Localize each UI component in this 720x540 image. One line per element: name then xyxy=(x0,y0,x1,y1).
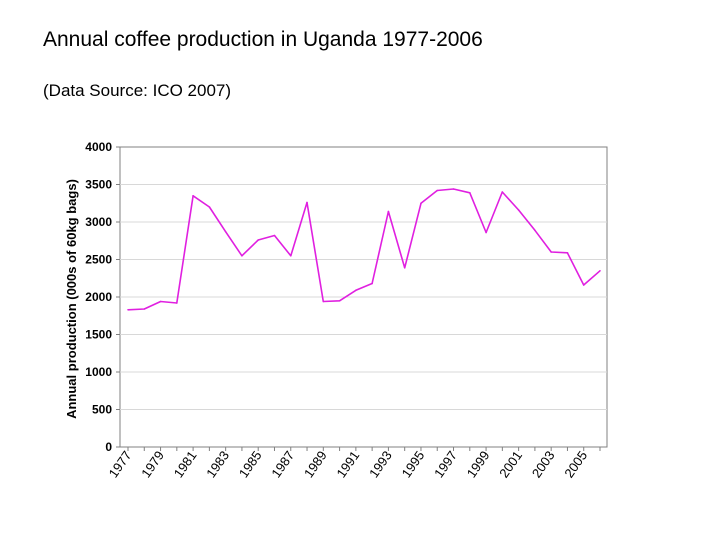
data-point xyxy=(566,251,569,254)
data-point xyxy=(355,289,357,292)
data-point xyxy=(420,202,422,205)
data-point xyxy=(468,191,471,194)
x-tick-label: 2003 xyxy=(529,448,558,480)
x-tick-label: 1983 xyxy=(203,448,232,480)
data-point xyxy=(322,300,325,303)
data-point xyxy=(371,282,373,285)
x-tick-label: 1993 xyxy=(366,448,395,480)
data-point xyxy=(452,188,455,190)
data-point xyxy=(338,299,341,302)
data-point xyxy=(306,201,308,204)
x-tick-label: 1985 xyxy=(236,448,265,480)
data-point xyxy=(534,229,536,232)
data-point xyxy=(599,269,601,272)
x-tick-label: 1987 xyxy=(268,448,297,480)
x-tick-label: 1979 xyxy=(138,448,167,480)
data-point xyxy=(436,189,439,192)
data-point xyxy=(257,239,260,241)
y-tick-label: 4000 xyxy=(85,140,112,154)
data-point xyxy=(159,300,162,303)
y-tick-label: 3500 xyxy=(85,178,112,192)
x-tick-label: 1999 xyxy=(464,448,493,480)
y-tick-label: 2500 xyxy=(85,253,112,267)
y-tick-label: 500 xyxy=(92,403,112,417)
data-source-subtitle: (Data Source: ICO 2007) xyxy=(43,81,232,100)
data-point xyxy=(208,206,211,208)
x-tick-label: 2005 xyxy=(561,448,590,480)
x-tick-label: 1989 xyxy=(301,448,330,480)
x-tick-label: 1981 xyxy=(171,448,200,480)
data-point xyxy=(241,254,243,257)
y-axis-label: Annual production (000s of 60kg bags) xyxy=(64,179,79,419)
data-point xyxy=(224,230,227,233)
data-point xyxy=(176,302,178,304)
data-point xyxy=(143,308,146,310)
data-point xyxy=(289,254,292,257)
data-point xyxy=(517,209,520,211)
production-series-line xyxy=(127,188,601,311)
x-tick-label: 1995 xyxy=(399,448,428,480)
data-point xyxy=(403,266,406,269)
data-point xyxy=(501,191,504,193)
data-point xyxy=(582,284,585,286)
x-tick-label: 1997 xyxy=(431,448,460,480)
data-point xyxy=(387,210,390,213)
data-point xyxy=(192,194,194,197)
page-title: Annual coffee production in Uganda 1977-… xyxy=(43,28,483,51)
data-point xyxy=(550,251,552,253)
y-tick-label: 3000 xyxy=(85,215,112,229)
data-point xyxy=(485,231,487,234)
y-tick-label: 1500 xyxy=(85,328,112,342)
y-tick-label: 1000 xyxy=(85,365,112,379)
x-tick-label: 1991 xyxy=(333,448,362,480)
data-point xyxy=(127,308,129,311)
y-tick-label: 0 xyxy=(105,440,112,454)
y-tick-label: 2000 xyxy=(85,290,112,304)
data-point xyxy=(273,234,276,237)
x-tick-label: 2001 xyxy=(496,448,525,480)
